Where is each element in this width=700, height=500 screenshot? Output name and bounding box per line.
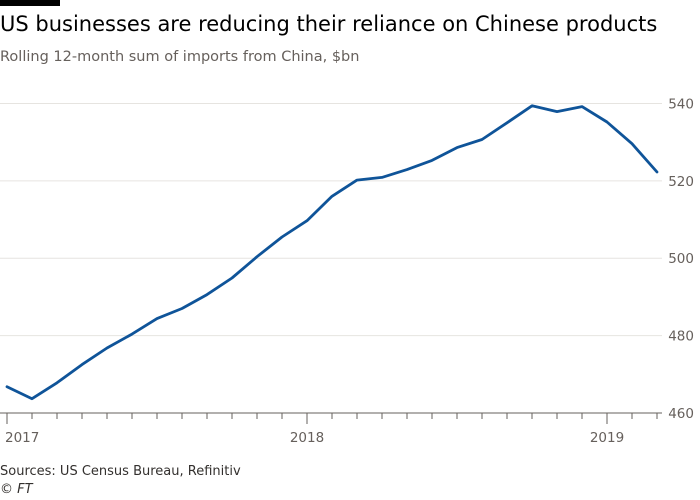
- ft-credit: © FT: [0, 482, 33, 497]
- y-tick-label-520: 520: [668, 174, 694, 190]
- chart-subtitle: Rolling 12-month sum of imports from Chi…: [0, 49, 360, 65]
- top-rule: [0, 0, 60, 6]
- y-tick-label-460: 460: [668, 406, 694, 422]
- x-tick-label-2018: 2018: [290, 430, 324, 446]
- y-tick-label-540: 540: [668, 96, 694, 112]
- source-note: Sources: US Census Bureau, Refinitiv: [0, 464, 241, 479]
- y-tick-label-480: 480: [668, 329, 694, 345]
- chart-title: US businesses are reducing their relianc…: [0, 12, 658, 36]
- imports-line: [5, 104, 659, 401]
- y-tick-label-500: 500: [668, 251, 694, 267]
- x-tick-label-2017: 2017: [5, 430, 39, 446]
- x-tick-label-2019: 2019: [590, 430, 624, 446]
